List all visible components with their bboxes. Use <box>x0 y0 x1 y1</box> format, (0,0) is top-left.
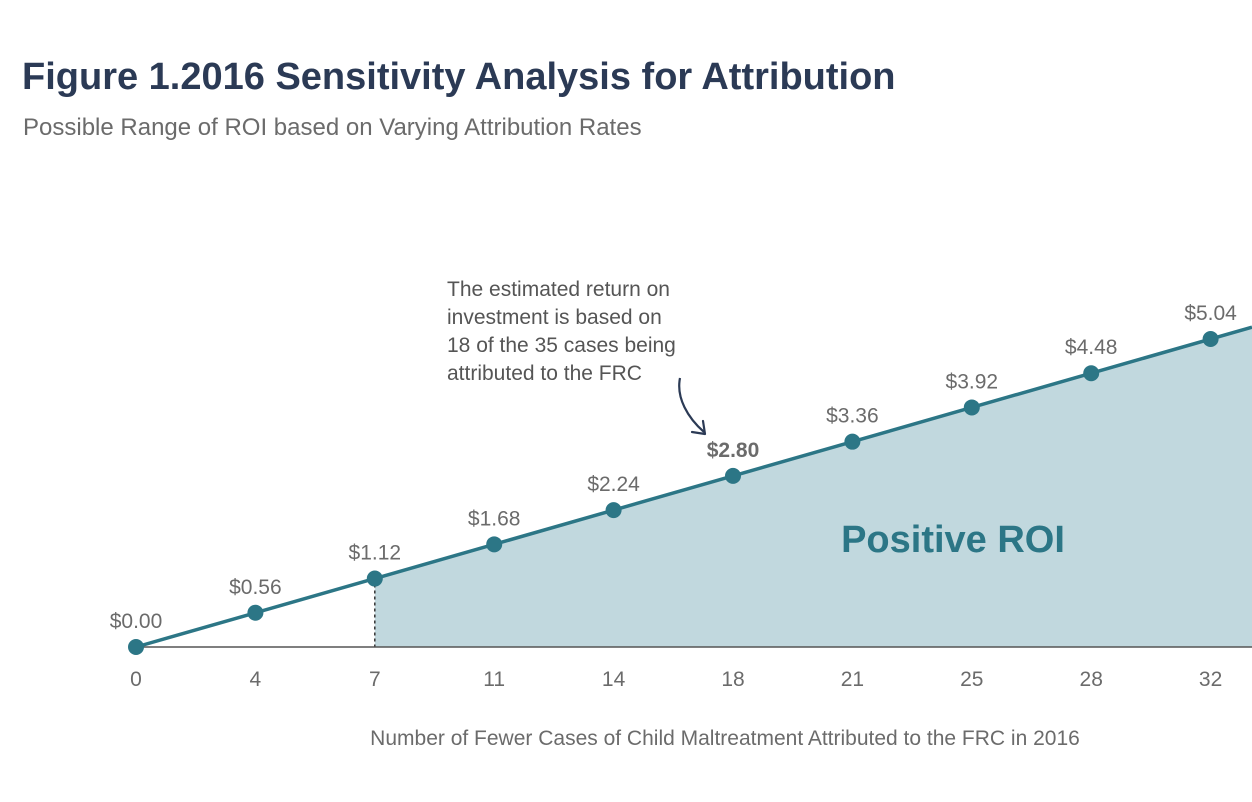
chart-subtitle: Possible Range of ROI based on Varying A… <box>23 114 642 141</box>
data-point <box>605 502 622 519</box>
data-point <box>486 536 503 553</box>
x-tick-label: 25 <box>960 668 983 691</box>
data-point <box>725 467 741 484</box>
data-point <box>963 399 980 416</box>
annotation-line: The estimated return on <box>447 278 670 301</box>
x-tick-label: 32 <box>1199 668 1222 691</box>
x-tick-label: 4 <box>250 668 262 691</box>
data-point <box>844 433 861 450</box>
positive-roi-label: Positive ROI <box>841 519 1065 561</box>
data-point <box>247 604 264 621</box>
data-point <box>366 570 383 587</box>
x-tick-label: 7 <box>369 668 381 691</box>
x-tick-label: 28 <box>1080 668 1103 691</box>
annotation-arrowhead <box>690 419 707 436</box>
data-label: $3.36 <box>826 405 879 428</box>
data-point <box>128 639 144 655</box>
roi-series-line <box>135 325 1252 649</box>
x-tick-label: 18 <box>721 668 744 691</box>
x-tick-label: 0 <box>130 668 142 691</box>
annotation-line: attributed to the FRC <box>447 362 642 385</box>
annotation-text: The estimated return on investment is ba… <box>447 276 747 388</box>
data-label: $2.24 <box>587 473 640 496</box>
chart-title: Figure 1.2016 Sensitivity Analysis for A… <box>22 56 896 98</box>
annotation-line: 18 of the 35 cases being <box>447 334 676 357</box>
data-label: $4.48 <box>1065 336 1118 359</box>
data-label: $2.80 <box>707 439 760 462</box>
data-point <box>1202 331 1219 347</box>
x-tick-label: 21 <box>841 668 864 691</box>
data-label: $0.00 <box>110 610 163 633</box>
annotation-line: investment is based on <box>447 306 662 329</box>
data-point <box>1083 365 1100 382</box>
data-label: $5.04 <box>1184 302 1237 325</box>
data-label: $1.12 <box>349 542 402 565</box>
data-label: $1.68 <box>468 507 521 530</box>
data-label: $0.56 <box>229 576 282 599</box>
x-tick-label: 11 <box>483 668 505 691</box>
x-tick-label: 14 <box>602 668 626 691</box>
positive-roi-area <box>374 327 1252 647</box>
annotation-arrow <box>678 377 705 433</box>
x-axis-label: Number of Fewer Cases of Child Maltreatm… <box>370 727 1080 750</box>
data-label: $3.92 <box>946 370 999 393</box>
